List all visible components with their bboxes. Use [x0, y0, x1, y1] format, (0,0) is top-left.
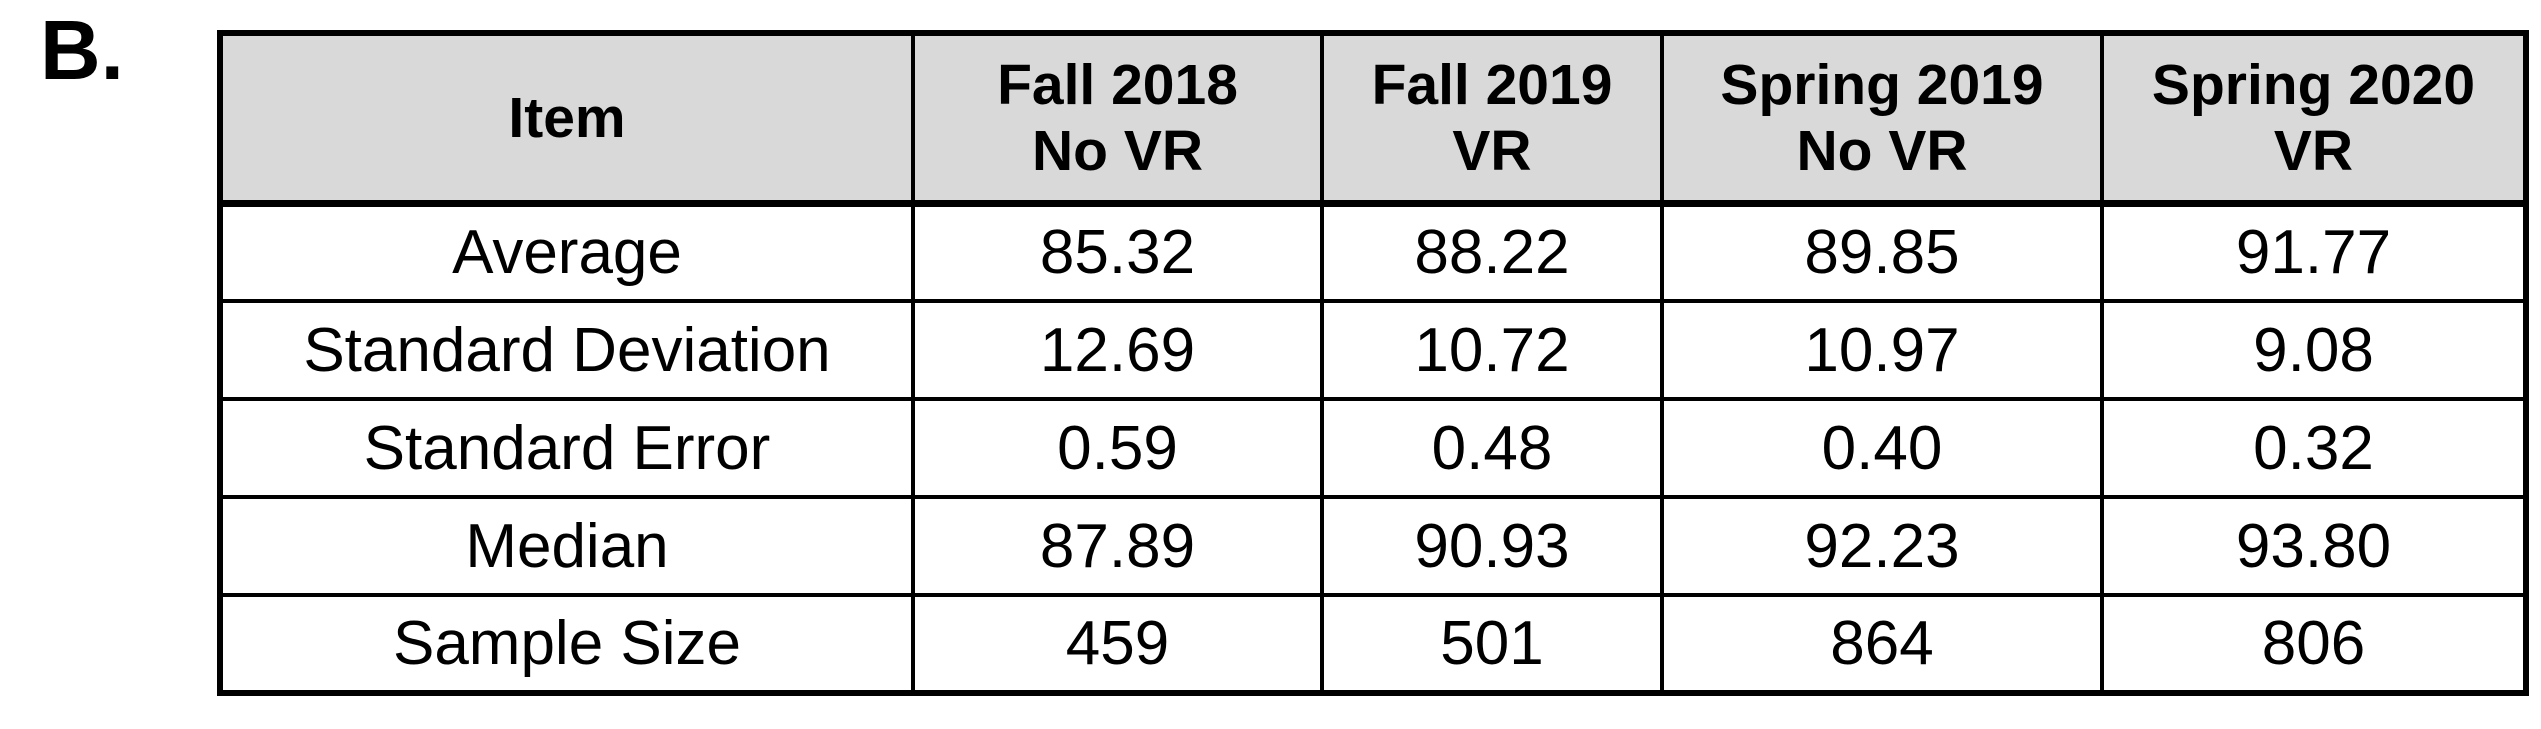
cell-value: 10.72	[1320, 299, 1664, 401]
table-body: Average 85.32 88.22 89.85 91.77 Standard…	[218, 201, 2528, 695]
cell-value: 89.85	[1660, 201, 2104, 303]
cell-value: 806	[2100, 593, 2528, 695]
cell-value: 459	[911, 593, 1324, 695]
cell-value: 10.97	[1660, 299, 2104, 401]
column-header-term: Fall 2018	[997, 52, 1238, 117]
cell-value: 91.77	[2100, 201, 2528, 303]
column-header-spring-2019-no-vr: Spring 2019 No VR	[1660, 31, 2104, 207]
cell-value: 0.59	[911, 397, 1324, 499]
table-row-standard-error: Standard Error 0.59 0.48 0.40 0.32	[218, 397, 2528, 499]
cell-value: 85.32	[911, 201, 1324, 303]
table-header: Item Fall 2018 No VR Fall 2019 VR Spring…	[218, 31, 2528, 207]
column-header-term: Fall 2019	[1371, 52, 1613, 117]
column-header-fall-2018-no-vr: Fall 2018 No VR	[911, 31, 1324, 207]
table-row-median: Median 87.89 90.93 92.23 93.80	[218, 495, 2528, 597]
cell-value: 9.08	[2100, 299, 2528, 401]
cell-value: 864	[1660, 593, 2104, 695]
row-label: Median	[218, 495, 915, 597]
column-header-condition: VR	[1452, 118, 1532, 183]
column-header-item: Item	[218, 31, 915, 207]
cell-value: 93.80	[2100, 495, 2528, 597]
row-label: Standard Error	[218, 397, 915, 499]
column-header-condition: VR	[2273, 118, 2354, 183]
column-header-term: Spring 2019	[1720, 52, 2044, 117]
table-row-average: Average 85.32 88.22 89.85 91.77	[218, 201, 2528, 303]
column-header-spring-2020-vr: Spring 2020 VR	[2100, 31, 2528, 207]
cell-value: 501	[1320, 593, 1664, 695]
cell-value: 90.93	[1320, 495, 1664, 597]
cell-value: 0.40	[1660, 397, 2104, 499]
column-header-fall-2019-vr: Fall 2019 VR	[1320, 31, 1664, 207]
cell-value: 87.89	[911, 495, 1324, 597]
table-row-standard-deviation: Standard Deviation 12.69 10.72 10.97 9.0…	[218, 299, 2528, 401]
column-header-condition: No VR	[1032, 118, 1203, 183]
cell-value: 12.69	[911, 299, 1324, 401]
row-label: Average	[218, 201, 915, 303]
cell-value: 88.22	[1320, 201, 1664, 303]
row-label: Standard Deviation	[218, 299, 915, 401]
cell-value: 0.48	[1320, 397, 1664, 499]
cell-value: 0.32	[2100, 397, 2528, 499]
column-header-item-label: Item	[508, 85, 626, 150]
statistics-table: Item Fall 2018 No VR Fall 2019 VR Spring…	[217, 30, 2529, 696]
header-row: Item Fall 2018 No VR Fall 2019 VR Spring…	[218, 31, 2528, 207]
row-label: Sample Size	[218, 593, 915, 695]
cell-value: 92.23	[1660, 495, 2104, 597]
column-header-term: Spring 2020	[2151, 52, 2476, 117]
table-row-sample-size: Sample Size 459 501 864 806	[218, 593, 2528, 695]
panel-label: B.	[40, 3, 124, 97]
column-header-condition: No VR	[1796, 118, 1968, 183]
